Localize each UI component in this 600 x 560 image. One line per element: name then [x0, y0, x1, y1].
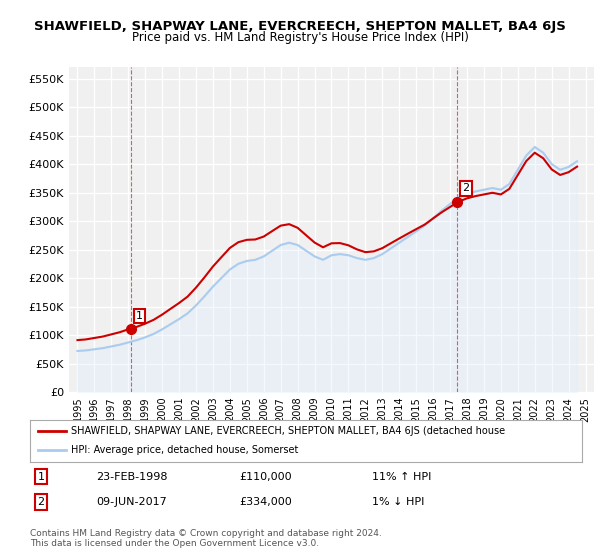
Text: 1% ↓ HPI: 1% ↓ HPI [372, 497, 425, 507]
Text: SHAWFIELD, SHAPWAY LANE, EVERCREECH, SHEPTON MALLET, BA4 6JS (detached house: SHAWFIELD, SHAPWAY LANE, EVERCREECH, SHE… [71, 426, 506, 436]
Text: 11% ↑ HPI: 11% ↑ HPI [372, 472, 431, 482]
Text: 2: 2 [463, 184, 470, 193]
Text: £110,000: £110,000 [240, 472, 292, 482]
Text: Contains HM Land Registry data © Crown copyright and database right 2024.: Contains HM Land Registry data © Crown c… [30, 529, 382, 538]
Text: 23-FEB-1998: 23-FEB-1998 [96, 472, 168, 482]
Text: 2: 2 [37, 497, 44, 507]
Text: SHAWFIELD, SHAPWAY LANE, EVERCREECH, SHEPTON MALLET, BA4 6JS: SHAWFIELD, SHAPWAY LANE, EVERCREECH, SHE… [34, 20, 566, 32]
Text: HPI: Average price, detached house, Somerset: HPI: Average price, detached house, Some… [71, 445, 299, 455]
Text: £334,000: £334,000 [240, 497, 293, 507]
Text: 1: 1 [136, 311, 143, 321]
Text: 1: 1 [38, 472, 44, 482]
Text: Price paid vs. HM Land Registry's House Price Index (HPI): Price paid vs. HM Land Registry's House … [131, 31, 469, 44]
Text: This data is licensed under the Open Government Licence v3.0.: This data is licensed under the Open Gov… [30, 539, 319, 548]
Text: 09-JUN-2017: 09-JUN-2017 [96, 497, 167, 507]
